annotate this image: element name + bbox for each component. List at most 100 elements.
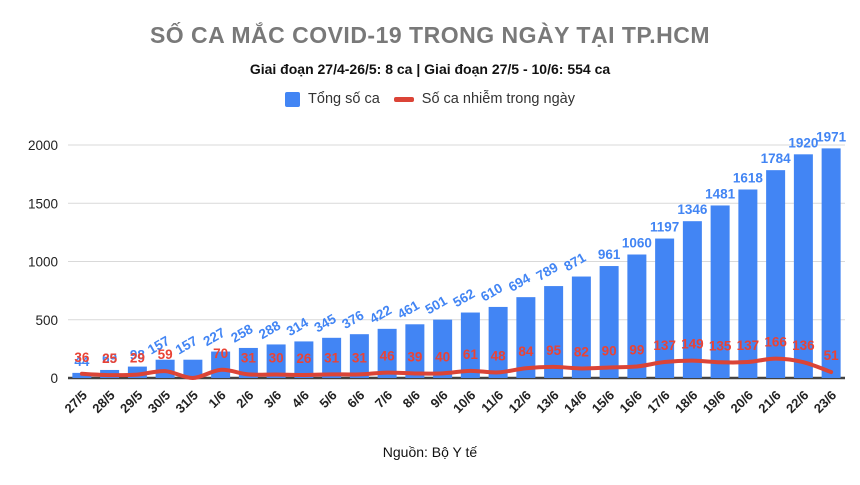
bar: [377, 328, 397, 378]
line-value-label: 137: [737, 338, 760, 353]
x-tick-label: 29/5: [117, 388, 146, 417]
x-tick-label: 23/6: [811, 388, 840, 417]
line-value-label: 136: [792, 338, 815, 353]
bar: [571, 276, 591, 378]
x-tick-label: 17/6: [644, 388, 673, 417]
bar-value-label: 1197: [650, 220, 679, 235]
bar-value-label: 69: [102, 351, 117, 366]
line-value-label: 149: [681, 337, 704, 352]
chart-header: SỐ CA MẮC COVID-19 TRONG NGÀY TẠI TP.HCM…: [0, 0, 860, 107]
bar-value-label: 610: [478, 280, 505, 304]
legend-item-total: Tổng số ca: [285, 91, 380, 107]
y-tick-label: 500: [35, 313, 58, 328]
bar-value-label: 1481: [705, 186, 736, 201]
line-value-label: 39: [407, 349, 422, 364]
chart-subtitle: Giai đoạn 27/4-26/5: 8 ca | Giai đoạn 27…: [249, 61, 611, 77]
y-tick-label: 2000: [28, 138, 58, 153]
line-value-label: 61: [463, 347, 479, 362]
line-value-label: 82: [574, 344, 589, 359]
source-note: Nguồn: Bộ Y tế: [382, 444, 478, 460]
line-value-label: 90: [602, 344, 617, 359]
line-value-label: 25: [102, 351, 118, 366]
bar-value-label: 258: [228, 321, 255, 345]
x-tick-label: 8/6: [400, 388, 423, 411]
bar-value-label: 422: [367, 302, 394, 326]
y-tick-label: 0: [50, 371, 58, 386]
bar-value-label: 1784: [761, 151, 792, 166]
bar: [127, 366, 147, 378]
legend-square-icon: [285, 91, 301, 107]
bar: [655, 238, 675, 378]
line-value-label: 70: [213, 346, 228, 361]
x-tick-label: 20/6: [727, 388, 756, 417]
bar: [433, 319, 453, 378]
line-value-label: 40: [435, 349, 450, 364]
line-value-label: 135: [709, 338, 732, 353]
bar: [405, 324, 425, 378]
bar-value-label: 789: [534, 259, 561, 283]
line-value-label: 31: [241, 350, 257, 365]
bar-value-label: 501: [423, 293, 450, 317]
bar: [322, 337, 342, 378]
bar-value-label: 288: [256, 318, 283, 342]
line-value-label: 137: [653, 338, 676, 353]
x-tick-label: 30/5: [145, 388, 174, 417]
bar-value-label: 562: [450, 286, 477, 310]
x-tick-label: 11/6: [478, 388, 506, 416]
x-tick-label: 7/6: [372, 388, 395, 411]
bar: [766, 170, 786, 378]
x-tick-label: 18/6: [672, 388, 701, 417]
x-tick-label: 31/5: [172, 388, 201, 417]
legend-label-daily: Số ca nhiễm trong ngày: [421, 91, 575, 107]
line-value-label: 99: [629, 342, 644, 357]
y-tick-label: 1000: [28, 255, 58, 270]
bar-value-label: 871: [561, 250, 588, 274]
line-value-label: 48: [491, 348, 507, 363]
bar-value-label: 44: [74, 354, 90, 369]
legend-label-total: Tổng số ca: [308, 91, 380, 107]
x-tick-label: 15/6: [589, 388, 618, 417]
legend-dash-icon: [393, 96, 414, 102]
bar-value-label: 1920: [788, 135, 818, 150]
bar-value-label: 314: [284, 315, 311, 339]
x-tick-label: 14/6: [561, 388, 590, 417]
line-value-label: 51: [824, 348, 840, 363]
chart-title: SỐ CA MẮC COVID-19 TRONG NGÀY TẠI TP.HCM: [149, 22, 711, 48]
bar-value-label: 461: [395, 297, 422, 321]
x-tick-label: 6/6: [344, 388, 367, 411]
x-tick-label: 3/6: [261, 388, 284, 411]
line-value-label: 30: [269, 351, 284, 366]
x-tick-label: 2/6: [233, 388, 256, 411]
bar-value-label: 1971: [816, 129, 847, 144]
bar: [599, 266, 619, 378]
x-tick-label: 21/6: [755, 388, 784, 417]
bar: [544, 286, 564, 378]
bar: [155, 359, 175, 378]
bar: [793, 154, 813, 378]
bar-value-label: 1346: [677, 202, 708, 217]
line-value-label: 59: [158, 347, 173, 362]
bar: [627, 254, 647, 378]
line-value-label: 166: [764, 335, 787, 350]
x-tick-label: 12/6: [505, 388, 534, 417]
x-tick-label: 19/6: [700, 388, 729, 417]
line-value-label: 95: [546, 343, 562, 358]
bar: [516, 297, 536, 378]
chart-legend: Tổng số ca Số ca nhiễm trong ngày: [0, 91, 860, 107]
line-value-label: 84: [518, 344, 534, 359]
bar: [349, 334, 369, 378]
legend-item-daily: Số ca nhiễm trong ngày: [393, 91, 575, 107]
bar-value-label: 961: [598, 247, 621, 262]
bar: [710, 205, 730, 378]
bar: [183, 359, 203, 378]
bar: [460, 312, 480, 378]
x-tick-label: 28/5: [89, 388, 118, 417]
bar: [821, 148, 841, 378]
bar: [294, 341, 314, 378]
line-value-label: 31: [324, 350, 340, 365]
bar-value-label: 98: [130, 348, 146, 363]
x-tick-label: 1/6: [205, 388, 228, 411]
chart-area: 0 500 1000 1500 2000 44 69 98 157 157 227 258 288 314…: [0, 128, 860, 458]
daily-line: [79, 356, 834, 381]
